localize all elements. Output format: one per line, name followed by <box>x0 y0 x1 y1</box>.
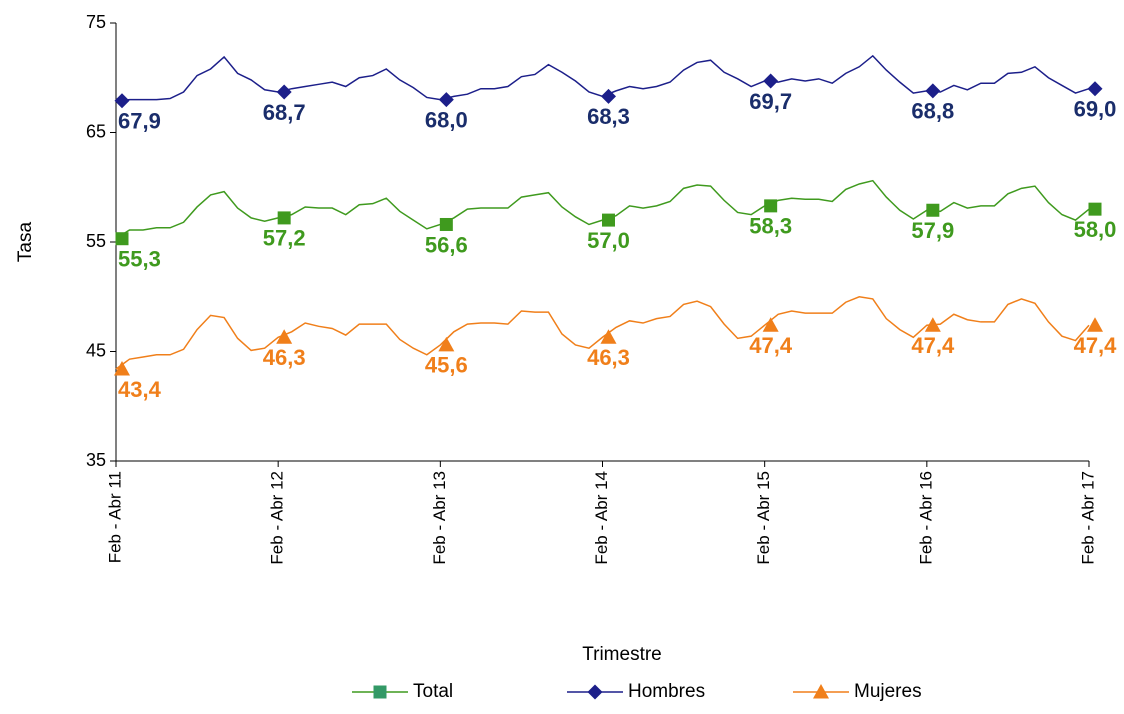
x-tick-label: Feb - Abr 11 <box>105 471 124 563</box>
data-point <box>276 329 293 344</box>
data-point <box>114 93 130 109</box>
series-line <box>115 295 1090 370</box>
x-tick-label: Feb - Abr 14 <box>592 471 611 565</box>
data-label: 68,7 <box>263 100 306 125</box>
data-point <box>438 336 455 352</box>
data-point <box>600 329 617 344</box>
y-tick-label: 75 <box>86 12 106 32</box>
data-point <box>926 203 940 217</box>
data-point <box>763 73 779 89</box>
data-label: 47,4 <box>749 333 793 358</box>
data-label: 57,2 <box>263 226 306 251</box>
series-line <box>115 54 1090 102</box>
data-label: 56,6 <box>425 232 468 257</box>
legend-label: Total <box>413 681 453 702</box>
y-tick-label: 55 <box>86 231 106 251</box>
data-point <box>276 84 292 100</box>
data-point <box>762 317 779 332</box>
data-label: 55,3 <box>118 247 161 272</box>
x-axis-title: Trimestre <box>582 644 662 665</box>
data-label: 45,6 <box>425 353 468 378</box>
data-label: 68,8 <box>911 99 954 124</box>
y-axis-title: Tasa <box>15 222 36 263</box>
data-point <box>277 211 291 225</box>
legend-label: Mujeres <box>854 681 922 702</box>
legend-marker <box>587 684 603 700</box>
data-point <box>114 361 130 376</box>
x-tick-label: Feb - Abr 15 <box>754 471 773 565</box>
legend-item: Total <box>352 681 453 702</box>
data-point <box>601 88 616 104</box>
y-tick-label: 35 <box>86 450 106 470</box>
x-tick-label: Feb - Abr 12 <box>268 471 287 565</box>
y-tick-label: 65 <box>86 121 106 141</box>
legend-marker <box>373 685 387 699</box>
legend-marker <box>813 684 829 699</box>
data-label: 57,9 <box>911 218 954 243</box>
data-point <box>1087 317 1103 332</box>
data-label: 68,3 <box>587 104 630 129</box>
data-label: 57,0 <box>587 228 630 253</box>
data-point <box>1088 202 1102 216</box>
data-label: 43,4 <box>118 377 162 402</box>
data-point <box>438 92 454 108</box>
data-label: 47,4 <box>1074 333 1118 358</box>
data-label: 58,0 <box>1074 217 1117 242</box>
x-tick-label: Feb - Abr 13 <box>430 471 449 565</box>
data-label: 69,7 <box>749 89 792 114</box>
data-label: 46,3 <box>263 345 306 370</box>
data-point <box>115 232 129 246</box>
x-tick-label: Feb - Abr 16 <box>916 471 935 565</box>
legend-label: Hombres <box>628 681 705 702</box>
legend-item: Hombres <box>567 681 705 702</box>
data-point <box>925 83 941 99</box>
data-point <box>924 317 941 332</box>
data-label: 67,9 <box>118 109 161 134</box>
data-label: 68,0 <box>425 107 468 132</box>
x-tick-label: Feb - Abr 17 <box>1078 471 1097 565</box>
data-point <box>764 199 778 213</box>
data-label: 69,0 <box>1074 97 1117 122</box>
legend-item: Mujeres <box>793 681 922 702</box>
data-point <box>1087 81 1103 97</box>
data-point <box>439 217 453 231</box>
data-point <box>602 213 615 227</box>
y-tick-label: 45 <box>86 340 106 360</box>
data-label: 58,3 <box>749 214 792 239</box>
data-label: 46,3 <box>587 345 630 370</box>
data-label: 47,4 <box>911 333 955 358</box>
